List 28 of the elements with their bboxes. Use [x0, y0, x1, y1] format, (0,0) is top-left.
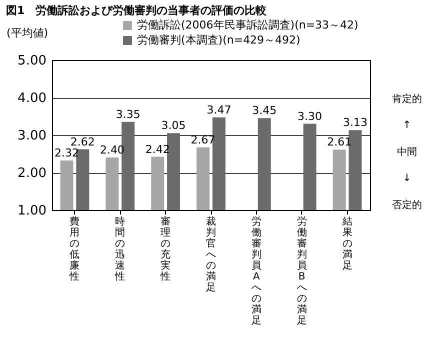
y-tick-label: 2.00 [18, 166, 46, 181]
legend-label: 労働訴訟(2006年民事訴訟調査)(n=33～42) [137, 18, 358, 32]
category-label: 労働審判員Aへの満足 [251, 216, 262, 326]
data-label: 3.13 [342, 116, 368, 130]
chart-title: 図1 労働訴訟および労働審判の当事者の評価の比較 [6, 3, 267, 18]
data-label: 3.35 [116, 108, 140, 121]
y-tick-label: 4.00 [18, 91, 46, 106]
y-tick-label: 5.00 [18, 54, 46, 68]
text: 中間 [397, 146, 417, 159]
y-tick-label: 1.00 [18, 204, 46, 218]
y-axis-title: (平均値) [6, 26, 48, 40]
data-label: 3.30 [298, 110, 322, 123]
text: ↓ [402, 173, 412, 184]
category-label: 労働審判員Bへの満足 [296, 216, 307, 326]
data-label: 3.05 [161, 119, 186, 132]
text: 肯定的 [392, 92, 422, 106]
x-tick-label: 審理の充実性 [160, 216, 171, 282]
x-tick-label: 費用の低廉性 [68, 216, 80, 282]
data-label: 2.62 [70, 135, 95, 148]
data-label: 3.45 [252, 104, 277, 118]
y-tick-label: 3.00 [18, 128, 46, 144]
text: ↑ [402, 120, 412, 131]
legend-label: 労働審判(本調査)(n=429～492) [137, 34, 300, 46]
data-label: 3.47 [206, 103, 232, 116]
x-tick-label: 時間の迅速性 [114, 216, 126, 282]
x-tick-label: 裁判官への満足 [206, 216, 216, 294]
text: 否定的 [392, 198, 422, 212]
x-tick-label: 結果の満足 [341, 216, 352, 272]
